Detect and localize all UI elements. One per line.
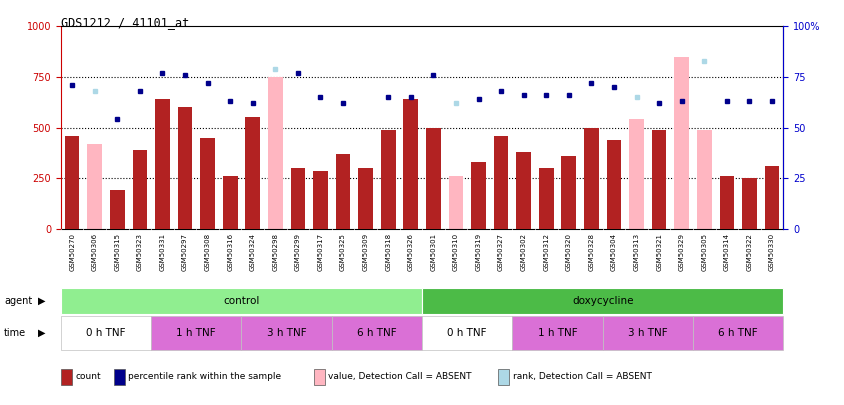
Text: 3 h TNF: 3 h TNF — [267, 328, 306, 338]
Text: GSM50318: GSM50318 — [385, 233, 391, 271]
Text: GSM50297: GSM50297 — [181, 233, 188, 271]
Bar — [516, 152, 530, 229]
Bar — [696, 130, 711, 229]
Text: GSM50299: GSM50299 — [295, 233, 300, 271]
Text: 6 h TNF: 6 h TNF — [717, 328, 757, 338]
Text: GSM50314: GSM50314 — [723, 233, 729, 271]
Bar — [133, 150, 147, 229]
Text: GSM50304: GSM50304 — [610, 233, 616, 271]
Text: percentile rank within the sample: percentile rank within the sample — [128, 372, 281, 381]
Bar — [313, 171, 327, 229]
Bar — [110, 190, 124, 229]
Bar — [381, 130, 395, 229]
Bar — [151, 316, 241, 350]
Bar — [65, 136, 79, 229]
Text: 6 h TNF: 6 h TNF — [357, 328, 397, 338]
Bar — [538, 168, 553, 229]
Text: GSM50306: GSM50306 — [92, 233, 98, 271]
Text: GSM50316: GSM50316 — [227, 233, 233, 271]
Text: GSM50305: GSM50305 — [701, 233, 706, 271]
Bar — [335, 154, 350, 229]
Text: GSM50302: GSM50302 — [520, 233, 526, 271]
Bar — [268, 77, 283, 229]
Text: GSM50317: GSM50317 — [317, 233, 323, 271]
Bar — [290, 168, 305, 229]
Text: GSM50322: GSM50322 — [745, 233, 751, 271]
Bar — [177, 107, 192, 229]
Text: GSM50330: GSM50330 — [768, 233, 774, 271]
Text: rank, Detection Call = ABSENT: rank, Detection Call = ABSENT — [512, 372, 651, 381]
Text: GSM50270: GSM50270 — [69, 233, 75, 271]
Text: GSM50331: GSM50331 — [160, 233, 165, 271]
Bar — [421, 316, 511, 350]
Bar — [719, 176, 733, 229]
Bar — [425, 128, 441, 229]
Text: control: control — [223, 296, 259, 306]
Text: GSM50308: GSM50308 — [204, 233, 210, 271]
Text: GSM50319: GSM50319 — [475, 233, 481, 271]
Bar — [245, 117, 260, 229]
Text: value, Detection Call = ABSENT: value, Detection Call = ABSENT — [328, 372, 471, 381]
Bar — [421, 288, 782, 314]
Bar — [692, 316, 782, 350]
Text: GSM50310: GSM50310 — [452, 233, 458, 271]
Bar — [200, 138, 214, 229]
Bar — [155, 99, 170, 229]
Bar — [629, 119, 643, 229]
Bar — [583, 128, 598, 229]
Bar — [674, 57, 688, 229]
Bar — [471, 162, 485, 229]
Text: agent: agent — [4, 296, 32, 306]
Text: time: time — [4, 328, 26, 338]
Text: GSM50298: GSM50298 — [272, 233, 278, 271]
Bar — [448, 176, 463, 229]
Bar — [241, 316, 332, 350]
Text: 1 h TNF: 1 h TNF — [176, 328, 216, 338]
Text: count: count — [75, 372, 100, 381]
Text: GSM50328: GSM50328 — [587, 233, 593, 271]
Text: GSM50323: GSM50323 — [137, 233, 143, 271]
Text: GSM50324: GSM50324 — [250, 233, 256, 271]
Text: 3 h TNF: 3 h TNF — [627, 328, 667, 338]
Text: doxycycline: doxycycline — [571, 296, 633, 306]
Bar — [560, 156, 576, 229]
Text: GSM50313: GSM50313 — [633, 233, 639, 271]
Text: GSM50315: GSM50315 — [114, 233, 120, 271]
Text: GSM50326: GSM50326 — [408, 233, 414, 271]
Bar — [764, 166, 778, 229]
Bar — [61, 316, 151, 350]
Bar — [511, 316, 602, 350]
Text: GSM50325: GSM50325 — [339, 233, 346, 271]
Bar — [602, 316, 692, 350]
Bar — [358, 168, 372, 229]
Text: ▶: ▶ — [38, 296, 46, 306]
Text: GSM50301: GSM50301 — [430, 233, 436, 271]
Bar — [741, 178, 756, 229]
Bar — [87, 144, 102, 229]
Text: GSM50321: GSM50321 — [655, 233, 662, 271]
Text: 0 h TNF: 0 h TNF — [86, 328, 126, 338]
Bar — [651, 130, 666, 229]
Text: ▶: ▶ — [38, 328, 46, 338]
Text: GSM50312: GSM50312 — [543, 233, 549, 271]
Text: GDS1212 / 41101_at: GDS1212 / 41101_at — [61, 16, 189, 29]
Bar — [223, 176, 237, 229]
Text: GSM50309: GSM50309 — [362, 233, 368, 271]
Bar — [332, 316, 421, 350]
Bar — [606, 140, 620, 229]
Text: 1 h TNF: 1 h TNF — [537, 328, 576, 338]
Text: GSM50329: GSM50329 — [678, 233, 684, 271]
Bar — [403, 99, 418, 229]
Text: GSM50327: GSM50327 — [497, 233, 504, 271]
Text: GSM50320: GSM50320 — [565, 233, 571, 271]
Bar — [61, 288, 421, 314]
Text: 0 h TNF: 0 h TNF — [447, 328, 486, 338]
Bar — [493, 136, 508, 229]
